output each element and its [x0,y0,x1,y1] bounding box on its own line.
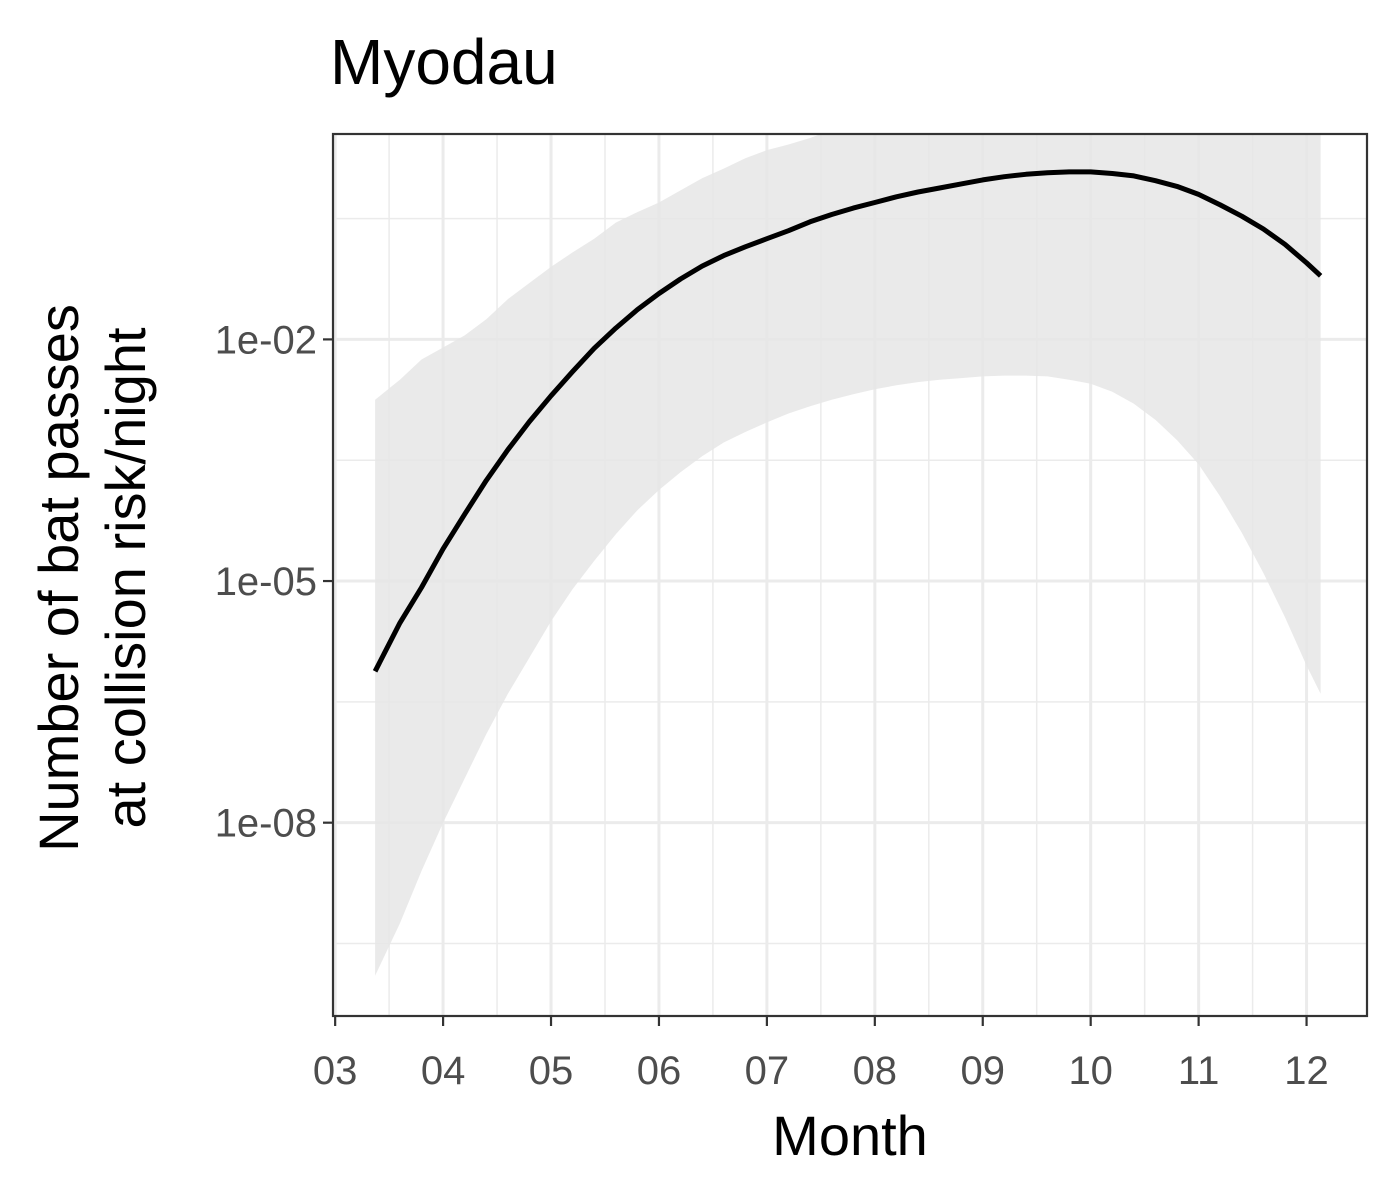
x-tick-label-04: 04 [421,1049,466,1093]
y-axis: 1e-08 1e-05 1e-02 [215,318,333,846]
x-tick-label-07: 07 [745,1049,790,1093]
x-axis: 03 04 05 06 07 08 09 10 11 12 [313,1016,1329,1093]
plot-panel-border [331,132,1369,1018]
x-tick-label-08: 08 [853,1049,898,1093]
x-tick-label-12: 12 [1284,1049,1329,1093]
x-tick-label-06: 06 [637,1049,682,1093]
chart-title: Myodau [330,26,558,98]
confidence-ribbon [375,134,1321,976]
y-axis-title-line-1: Number of bat passes [27,304,90,852]
x-tick-label-09: 09 [961,1049,1006,1093]
x-tick-label-10: 10 [1068,1049,1113,1093]
x-tick-label-11: 11 [1178,1049,1220,1093]
x-tick-label-03: 03 [313,1049,358,1093]
x-tick-label-05: 05 [529,1049,574,1093]
y-axis-title-line-2: at collision risk/night [94,327,157,829]
y-tick-label-1e-08: 1e-08 [215,802,317,846]
y-tick-label-1e-05: 1e-05 [215,560,317,604]
series-line [372,169,1323,673]
x-axis-title: Month [772,1104,928,1167]
y-tick-label-1e-02: 1e-02 [215,318,317,362]
